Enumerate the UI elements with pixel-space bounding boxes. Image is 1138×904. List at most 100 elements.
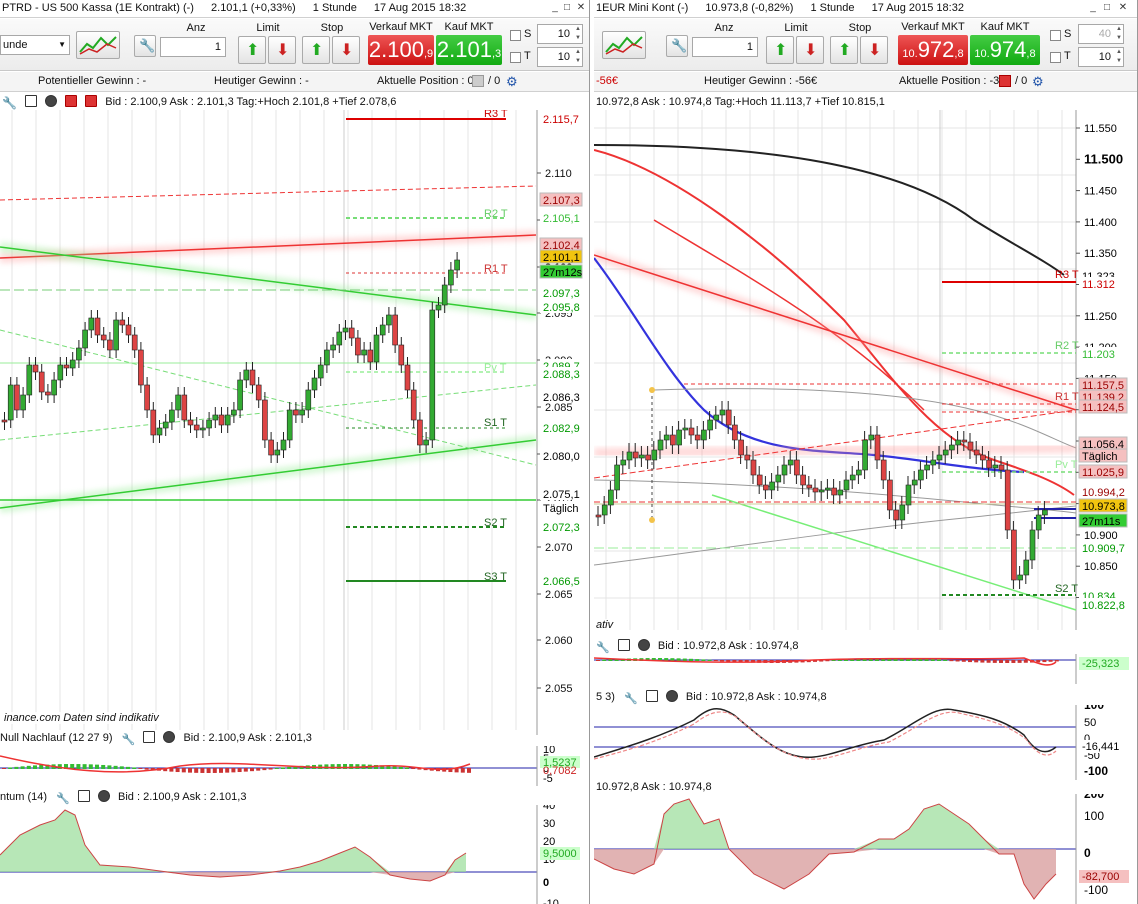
candle xyxy=(423,439,429,446)
stop-sell-button[interactable]: ⬇ xyxy=(332,36,360,64)
candle xyxy=(305,389,312,411)
wrench-icon[interactable]: 🔧 xyxy=(596,642,610,654)
close-position-icon[interactable] xyxy=(472,75,484,87)
minimize-icon[interactable]: _ xyxy=(552,2,558,13)
minimize-icon[interactable]: _ xyxy=(1090,2,1096,13)
price-tag: 10.994,2 xyxy=(1082,487,1125,499)
close-circle-icon[interactable] xyxy=(665,690,678,702)
momentum-label: ntum (14) xyxy=(0,791,48,803)
gear-icon[interactable]: ⚙ xyxy=(506,74,518,89)
macd-bar xyxy=(200,768,205,773)
close-circle-icon[interactable] xyxy=(45,95,58,107)
quantity-input[interactable]: 1 xyxy=(692,37,758,57)
settings-wrench-button[interactable]: 🔧 xyxy=(134,35,156,57)
settings-wrench-button[interactable]: 🔧 xyxy=(666,35,688,57)
export-icon[interactable] xyxy=(85,95,98,107)
right-macd-chart[interactable]: 11.782-25,323 xyxy=(594,654,1138,684)
macd-bar xyxy=(82,764,87,769)
window-icon[interactable] xyxy=(25,95,38,107)
s-checkbox[interactable] xyxy=(510,30,521,41)
quantity-input[interactable]: 1 xyxy=(160,37,226,57)
candle xyxy=(32,364,39,373)
window-icon[interactable] xyxy=(77,790,90,802)
macd-bar xyxy=(336,764,341,769)
price-tag-bg xyxy=(1079,347,1127,360)
sell-market-button[interactable]: Verkauf MKT 10.972,8 xyxy=(898,21,968,65)
limit-sell-button[interactable]: ⬇ xyxy=(268,36,296,64)
close-position-icon[interactable] xyxy=(999,75,1011,87)
s-spinner[interactable]: 10 xyxy=(537,24,583,44)
buy-market-button[interactable]: Kauf MKT 10.974,8 xyxy=(970,21,1040,65)
maximize-icon[interactable]: □ xyxy=(1103,2,1111,13)
left-grid xyxy=(11,110,538,735)
axis-label: 0 xyxy=(543,763,549,775)
gear-icon[interactable]: ⚙ xyxy=(1032,74,1044,89)
limit-buy-button[interactable]: ⬆ xyxy=(238,36,266,64)
macd-bar xyxy=(707,659,712,661)
download-icon[interactable] xyxy=(65,95,78,107)
wrench-icon[interactable]: 🔧 xyxy=(121,734,136,746)
price-tag-bg xyxy=(1078,498,1128,513)
candle xyxy=(1011,529,1017,581)
left-price-chart[interactable]: R3 TR2 TR1 TPv TS1 TS2 TS3 T 2.1102.1052… xyxy=(0,110,590,735)
axis-label: -100 xyxy=(1084,764,1108,778)
t-checkbox[interactable] xyxy=(1050,52,1061,63)
stop-buy-button[interactable]: ⬆ xyxy=(830,36,858,64)
candle xyxy=(417,419,423,446)
price-tag-bg xyxy=(539,249,583,264)
chart-indicator-button[interactable] xyxy=(602,31,646,59)
sell-market-button[interactable]: Verkauf MKT 2.100,9 xyxy=(368,21,434,65)
chart-indicator-button[interactable] xyxy=(76,31,120,59)
right-price-chart[interactable]: R3 T R2 T R1 T Pv T S2 T 11.550 11.500 11.450 1… xyxy=(594,110,1138,630)
s-spinner[interactable]: 40 xyxy=(1078,24,1124,44)
t-checkbox[interactable] xyxy=(510,52,521,63)
limit-label: Limit xyxy=(256,22,280,34)
left-momentum-chart[interactable]: 403020100-109,5000 xyxy=(0,805,590,904)
interval-select[interactable]: unde ▼ xyxy=(0,35,70,55)
buy-market-button[interactable]: Kauf MKT 2.101,3 xyxy=(436,21,502,65)
limit-buy-button[interactable]: ⬆ xyxy=(766,36,794,64)
price-tag-bg xyxy=(540,367,582,380)
right-momentum-chart[interactable]: 200 100 0 -100-82,700 xyxy=(594,794,1138,904)
wrench-icon[interactable]: 🔧 xyxy=(624,693,638,705)
close-icon[interactable]: ✕ xyxy=(576,2,586,13)
macd-bar xyxy=(813,660,817,662)
close-circle-icon[interactable] xyxy=(163,731,176,743)
candle xyxy=(918,469,924,481)
right-price-tags: 11.32311.31211.20311.157,511.139,211.124… xyxy=(1078,269,1128,612)
price-tag: 2.101,1 xyxy=(543,252,580,264)
pivot-label: S2 T xyxy=(1055,583,1078,595)
limit-sell-button[interactable]: ⬇ xyxy=(796,36,824,64)
close-icon[interactable]: ✕ xyxy=(1118,2,1128,13)
wrench-icon[interactable]: 🔧 xyxy=(56,793,70,805)
pivot-label: S2 T xyxy=(484,517,507,529)
s-label: S xyxy=(1064,28,1072,40)
macd-bar xyxy=(231,768,236,773)
window-icon[interactable] xyxy=(143,731,156,743)
wrench-icon[interactable]: 🔧 xyxy=(2,96,17,110)
macd-bar xyxy=(70,764,75,769)
pivot-label: R1 T xyxy=(1055,391,1079,403)
s-checkbox[interactable] xyxy=(1050,30,1061,41)
maximize-icon[interactable]: □ xyxy=(563,2,571,13)
macd-bar xyxy=(720,660,724,662)
t-spinner[interactable]: 10 xyxy=(537,47,583,67)
window-icon[interactable] xyxy=(645,690,658,702)
stop-buy-button[interactable]: ⬆ xyxy=(302,36,330,64)
price-tag-bg xyxy=(540,449,582,462)
candle xyxy=(249,369,256,386)
macd-bar xyxy=(937,659,941,661)
t-spinner[interactable]: 10 xyxy=(1078,47,1124,67)
today-gain: Heutiger Gewinn : - xyxy=(214,75,309,87)
stop-sell-button[interactable]: ⬇ xyxy=(860,36,888,64)
axis-label: 2.085 xyxy=(545,402,573,414)
close-circle-icon[interactable] xyxy=(97,790,110,802)
candle xyxy=(231,409,237,416)
close-circle-icon[interactable] xyxy=(637,639,650,651)
window-icon[interactable] xyxy=(617,639,630,651)
macd-bar xyxy=(806,660,811,663)
left-price-tags: 2.115,7 2.107,3 2.105,1 2.102,42.101,1 27m12… xyxy=(539,112,583,588)
macd-bar xyxy=(875,658,879,661)
